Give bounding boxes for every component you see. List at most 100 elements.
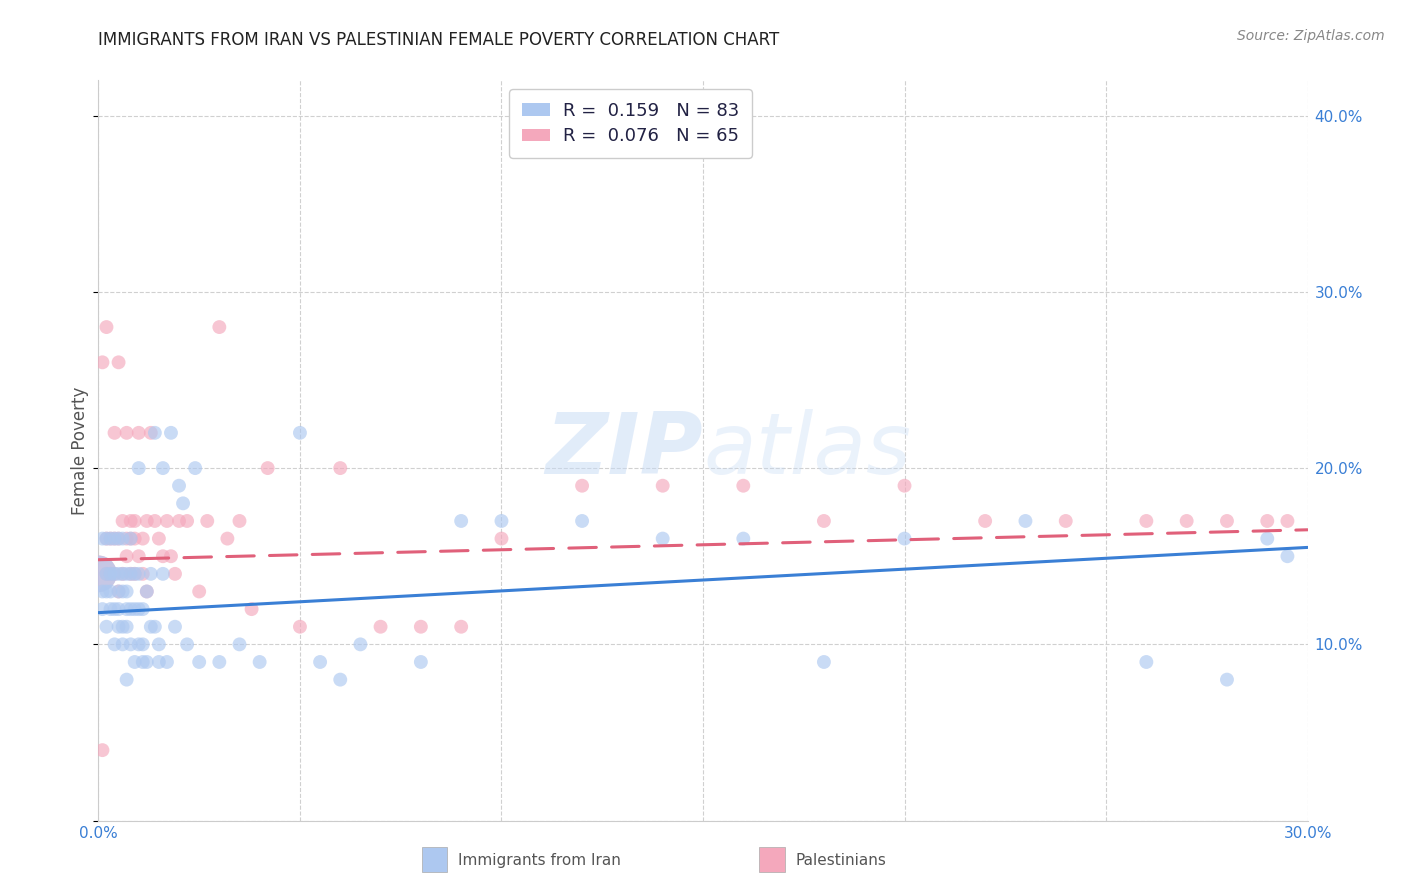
Text: atlas: atlas	[703, 409, 911, 492]
Y-axis label: Female Poverty: Female Poverty	[70, 386, 89, 515]
Point	[107, 566, 129, 581]
Point	[135, 655, 157, 669]
Point	[240, 602, 263, 616]
Point	[370, 620, 392, 634]
Point	[176, 514, 198, 528]
Point	[100, 566, 122, 581]
Point	[160, 549, 183, 564]
Point	[163, 620, 186, 634]
Point	[409, 620, 432, 634]
Point	[450, 514, 472, 528]
Point	[1175, 514, 1198, 528]
Point	[228, 637, 250, 651]
Point	[152, 461, 174, 475]
Point	[120, 514, 142, 528]
Point	[132, 602, 155, 616]
Point	[111, 514, 134, 528]
Point	[128, 549, 150, 564]
Point	[249, 655, 271, 669]
Point	[733, 532, 755, 546]
Point	[115, 532, 138, 546]
Point	[96, 584, 118, 599]
Point	[167, 514, 190, 528]
Point	[491, 532, 513, 546]
Point	[571, 479, 593, 493]
Point	[124, 655, 146, 669]
Point	[103, 425, 125, 440]
Point	[115, 566, 138, 581]
Point	[124, 602, 146, 616]
Point	[96, 620, 118, 634]
Point	[1014, 514, 1036, 528]
Point	[1135, 514, 1157, 528]
Point	[148, 532, 170, 546]
Point	[148, 655, 170, 669]
Point	[107, 532, 129, 546]
Point	[115, 673, 138, 687]
Point	[139, 425, 162, 440]
Point	[893, 479, 915, 493]
Point	[288, 620, 311, 634]
Point	[107, 355, 129, 369]
Point	[188, 584, 211, 599]
Point	[152, 566, 174, 581]
Point	[217, 532, 239, 546]
Point	[349, 637, 371, 651]
Point	[329, 673, 352, 687]
Point	[163, 566, 186, 581]
Point	[107, 620, 129, 634]
Point	[128, 461, 150, 475]
Point	[160, 425, 183, 440]
Point	[100, 584, 122, 599]
Point	[115, 425, 138, 440]
Point	[91, 602, 114, 616]
Point	[96, 566, 118, 581]
Text: Immigrants from Iran: Immigrants from Iran	[458, 854, 621, 869]
Point	[228, 514, 250, 528]
Point	[103, 532, 125, 546]
Point	[100, 532, 122, 546]
Point	[143, 425, 166, 440]
Point	[124, 566, 146, 581]
Point	[1216, 514, 1239, 528]
Point	[132, 655, 155, 669]
Point	[176, 637, 198, 651]
Point	[128, 602, 150, 616]
Legend: R =  0.159   N = 83, R =  0.076   N = 65: R = 0.159 N = 83, R = 0.076 N = 65	[509, 89, 752, 158]
Point	[100, 602, 122, 616]
Point	[103, 637, 125, 651]
Point	[208, 320, 231, 334]
Point	[115, 549, 138, 564]
Point	[96, 320, 118, 334]
Point	[139, 620, 162, 634]
Point	[1277, 549, 1299, 564]
Point	[128, 566, 150, 581]
Point	[111, 637, 134, 651]
Point	[167, 479, 190, 493]
Point	[813, 514, 835, 528]
Point	[128, 425, 150, 440]
Point	[111, 566, 134, 581]
Point	[87, 566, 110, 581]
Point	[152, 549, 174, 564]
Point	[111, 620, 134, 634]
Point	[107, 584, 129, 599]
Point	[188, 655, 211, 669]
Point	[120, 566, 142, 581]
Point	[1135, 655, 1157, 669]
Point	[450, 620, 472, 634]
Point	[132, 532, 155, 546]
Point	[156, 514, 179, 528]
Point	[571, 514, 593, 528]
Point	[143, 620, 166, 634]
Point	[111, 566, 134, 581]
Point	[651, 532, 673, 546]
Point	[733, 479, 755, 493]
Point	[120, 532, 142, 546]
Point	[128, 637, 150, 651]
Point	[1216, 673, 1239, 687]
Point	[491, 514, 513, 528]
Point	[132, 566, 155, 581]
Point	[103, 566, 125, 581]
Point	[96, 566, 118, 581]
